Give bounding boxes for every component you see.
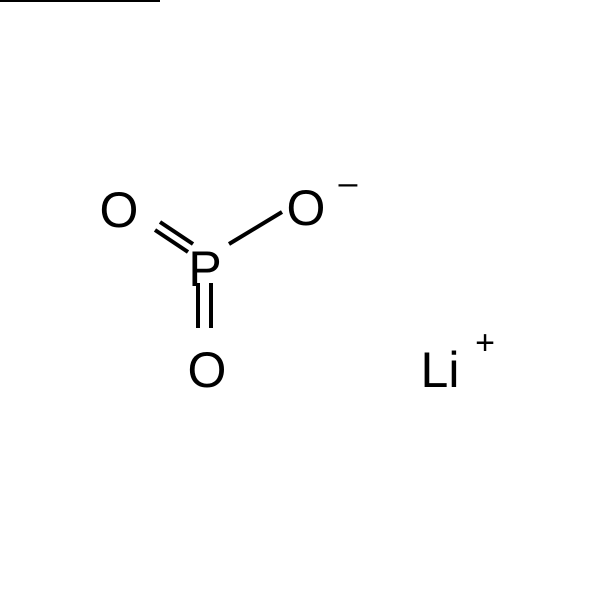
atom-o3: O	[188, 342, 227, 398]
chemical-structure: O P O – O Li +	[0, 0, 600, 600]
bond-line	[155, 230, 188, 252]
atom-li-charge: +	[475, 324, 495, 362]
atom-o1: O	[100, 182, 139, 238]
atom-li: Li	[421, 342, 460, 398]
bond-line	[229, 212, 282, 244]
atom-o2: O	[287, 180, 326, 236]
atom-o2-charge: –	[339, 164, 358, 202]
atom-p: P	[188, 241, 221, 297]
